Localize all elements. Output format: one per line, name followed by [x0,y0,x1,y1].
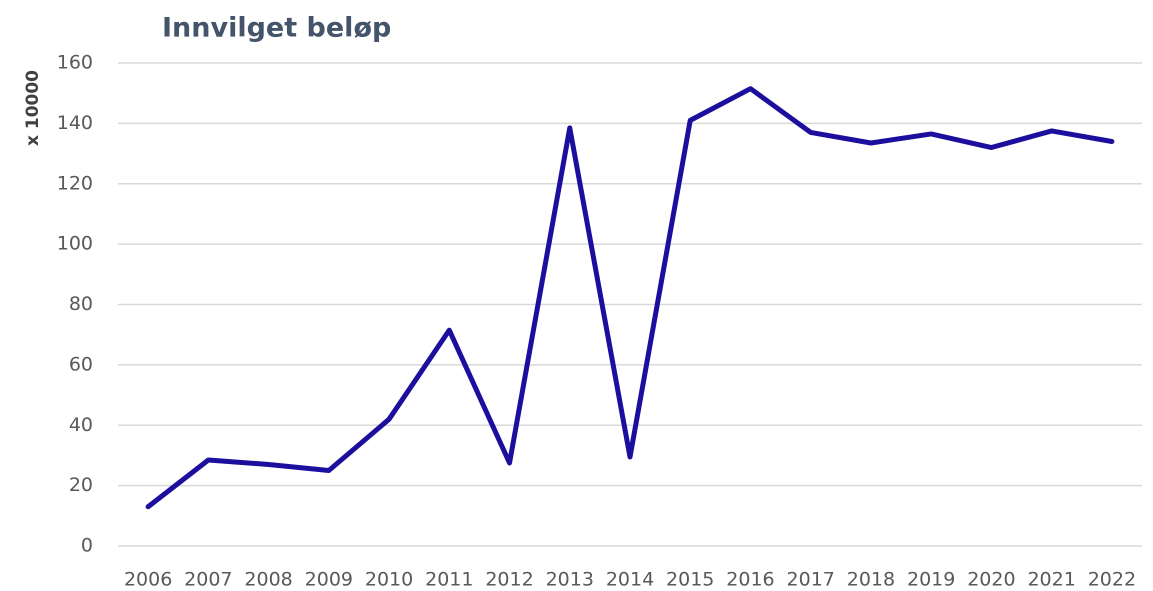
y-tick-label: 40 [69,414,93,436]
x-tick-label: 2019 [907,569,955,591]
y-tick-label: 140 [57,112,93,134]
x-tick-label: 2017 [787,569,835,591]
x-tick-label: 2010 [365,569,413,591]
y-tick-label: 0 [81,535,93,557]
x-tick-label: 2011 [425,569,473,591]
x-tick-label: 2021 [1027,569,1075,591]
x-tick-label: 2022 [1088,569,1136,591]
x-tick-label: 2015 [666,569,714,591]
y-tick-label: 60 [69,353,93,375]
y-tick-label: 20 [69,474,93,496]
x-tick-label: 2008 [244,569,292,591]
x-tick-label: 2007 [184,569,232,591]
x-tick-label: 2006 [124,569,172,591]
x-tick-label: 2016 [726,569,774,591]
chart-title: Innvilget beløp [162,13,391,44]
y-tick-label: 120 [57,172,93,194]
x-tick-label: 2009 [305,569,353,591]
x-tick-label: 2018 [847,569,895,591]
x-tick-label: 2012 [485,569,533,591]
y-tick-label: 80 [69,293,93,315]
x-tick-label: 2013 [546,569,594,591]
line [145,86,1115,510]
x-tick-label: 2014 [606,569,654,591]
x-tick-label: 2020 [967,569,1015,591]
y-tick-label: 160 [57,52,93,74]
y-axis-label: x 10000 [23,70,43,146]
y-tick-label: 100 [57,233,93,255]
